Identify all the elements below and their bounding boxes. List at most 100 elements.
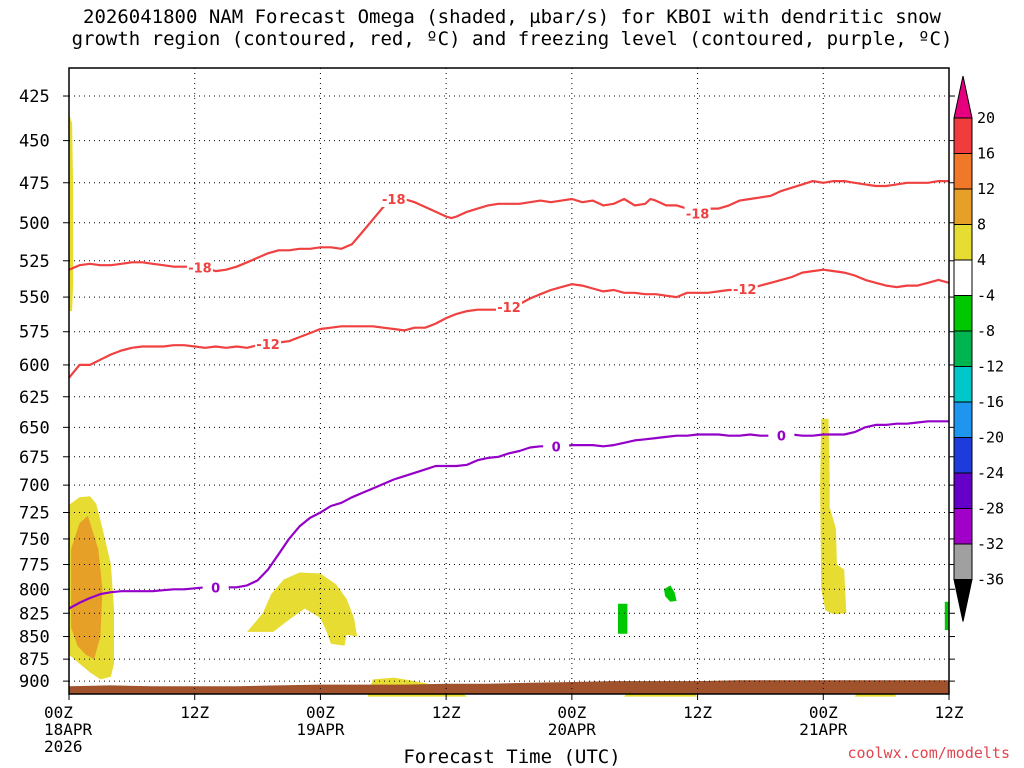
- y-tick-label: 875: [19, 650, 50, 670]
- colorbar-segment: [953, 153, 973, 190]
- colorbar-label: -16: [977, 393, 1004, 411]
- y-tick-label: 775: [19, 556, 50, 576]
- colorbar-label: -28: [977, 500, 1004, 518]
- y-tick-label: 600: [19, 356, 50, 376]
- credit-link[interactable]: coolwx.com/modelts: [847, 744, 1010, 762]
- colorbar-segment: [953, 472, 973, 509]
- contour-label-bg: [684, 204, 711, 222]
- contour-label: -12: [256, 338, 280, 353]
- plot-frame: [68, 67, 950, 695]
- y-tick-label: 725: [19, 503, 50, 523]
- x-tick-label: 00Z: [44, 703, 73, 722]
- y-tick-label: 750: [19, 530, 50, 550]
- colorbar-label: 12: [977, 180, 995, 198]
- colorbar-segment: [953, 224, 973, 261]
- colorbar-label: -12: [977, 358, 1004, 376]
- contour-label: -12: [497, 301, 521, 316]
- contour--12: [68, 268, 950, 379]
- contour-label: -18: [382, 193, 406, 208]
- y-tick-label: 500: [19, 214, 50, 234]
- y-tick-label: 900: [19, 672, 50, 692]
- chart-title: 2026041800 NAM Forecast Omega (shaded, µ…: [0, 6, 1024, 50]
- colorbar-top-arrow: [953, 75, 973, 119]
- colorbar-segment: [953, 508, 973, 545]
- colorbar-label: 4: [977, 251, 986, 269]
- colorbar-segment: [953, 188, 973, 225]
- colorbar-segment: [953, 366, 973, 403]
- y-tick-label: 675: [19, 448, 50, 468]
- omega-green-3: [944, 601, 949, 631]
- colorbar-label: -36: [977, 571, 1004, 589]
- contour-label-bg: [255, 334, 282, 352]
- colorbar-label: 16: [977, 145, 995, 163]
- omega-green-1: [618, 603, 628, 634]
- colorbar-label: -4: [977, 287, 995, 305]
- colorbar-label: 8: [977, 216, 986, 234]
- x-tick-label: 12Z: [683, 703, 712, 722]
- terrain-fill: [69, 680, 949, 694]
- y-tick-label: 550: [19, 288, 50, 308]
- contour-label-bg: [202, 578, 229, 596]
- x-tick-label: 00Z: [557, 703, 586, 722]
- colorbar-label: -32: [977, 535, 1004, 553]
- x-tick-label: 20APR: [548, 720, 597, 739]
- x-tick-label: 21APR: [799, 720, 848, 739]
- colorbar-segment: [953, 401, 973, 438]
- contour-label-bg: [543, 437, 570, 455]
- colorbar-label: -20: [977, 429, 1004, 447]
- chart-title-line-1: 2026041800 NAM Forecast Omega (shaded, µ…: [83, 6, 941, 28]
- y-tick-label: 850: [19, 628, 50, 648]
- x-tick-label: 00Z: [809, 703, 838, 722]
- contour-label: -18: [188, 261, 212, 276]
- y-tick-label: 525: [19, 252, 50, 272]
- colorbar-segment: [953, 330, 973, 367]
- x-tick-label: 2026: [44, 737, 83, 756]
- omega-green-2: [664, 585, 677, 602]
- x-tick-label: 12Z: [180, 703, 209, 722]
- colorbar: 20 16 12 8 4 -4 -8 -12 -16 -20 -24 -28 -32 -36: [953, 75, 1004, 622]
- contour-label: 0: [211, 581, 220, 596]
- x-tick-label: 12Z: [432, 703, 461, 722]
- colorbar-segment: [953, 437, 973, 474]
- x-tick-label: 19APR: [296, 720, 345, 739]
- contour-label-bg: [731, 280, 758, 298]
- colorbar-segment: [953, 117, 973, 154]
- chart-title-line-2: growth region (contoured, red, ºC) and f…: [71, 28, 953, 50]
- x-tick-label: 12Z: [935, 703, 964, 722]
- y-tick-label: 425: [19, 87, 50, 107]
- contour-label-bg: [380, 190, 407, 208]
- colorbar-segment: [953, 259, 973, 296]
- contour-label: -18: [686, 207, 710, 222]
- colorbar-label: 20: [977, 109, 995, 127]
- y-tick-label: 450: [19, 132, 50, 152]
- colorbar-segment: [953, 295, 973, 332]
- y-tick-label: 625: [19, 388, 50, 408]
- y-tick-label: 575: [19, 323, 50, 343]
- contour-label: -12: [733, 283, 757, 298]
- contour-label-bg: [768, 426, 795, 444]
- x-axis-label: Forecast Time (UTC): [403, 746, 621, 768]
- y-tick-label: 700: [19, 476, 50, 496]
- y-tick-label: 475: [19, 174, 50, 194]
- contour--18: [68, 180, 949, 273]
- colorbar-label: -8: [977, 322, 995, 340]
- plot-area: -18 -18 -18 -12 -12 -12 0 0 0 425 450 475 500 525 550 5…: [19, 67, 964, 756]
- contour-label-bg: [186, 258, 213, 276]
- omega-orange-left-blob: [71, 515, 103, 660]
- y-tick-label: 650: [19, 418, 50, 438]
- x-tick-label: 00Z: [306, 703, 335, 722]
- colorbar-label: -24: [977, 464, 1004, 482]
- omega-yellow-right-column: [820, 418, 847, 615]
- colorbar-bottom-arrow: [953, 579, 973, 622]
- colorbar-segment: [953, 543, 973, 580]
- y-tick-label: 825: [19, 604, 50, 624]
- omega-yellow-left-strip: [69, 114, 74, 312]
- omega-yellow-mid-blob: [247, 572, 358, 646]
- contour-label: 0: [552, 440, 561, 455]
- y-tick-label: 800: [19, 580, 50, 600]
- contour-0: [68, 420, 949, 610]
- contour-label: 0: [777, 430, 786, 445]
- contour-label-bg: [496, 297, 522, 315]
- x-tick-label: 18APR: [44, 720, 93, 739]
